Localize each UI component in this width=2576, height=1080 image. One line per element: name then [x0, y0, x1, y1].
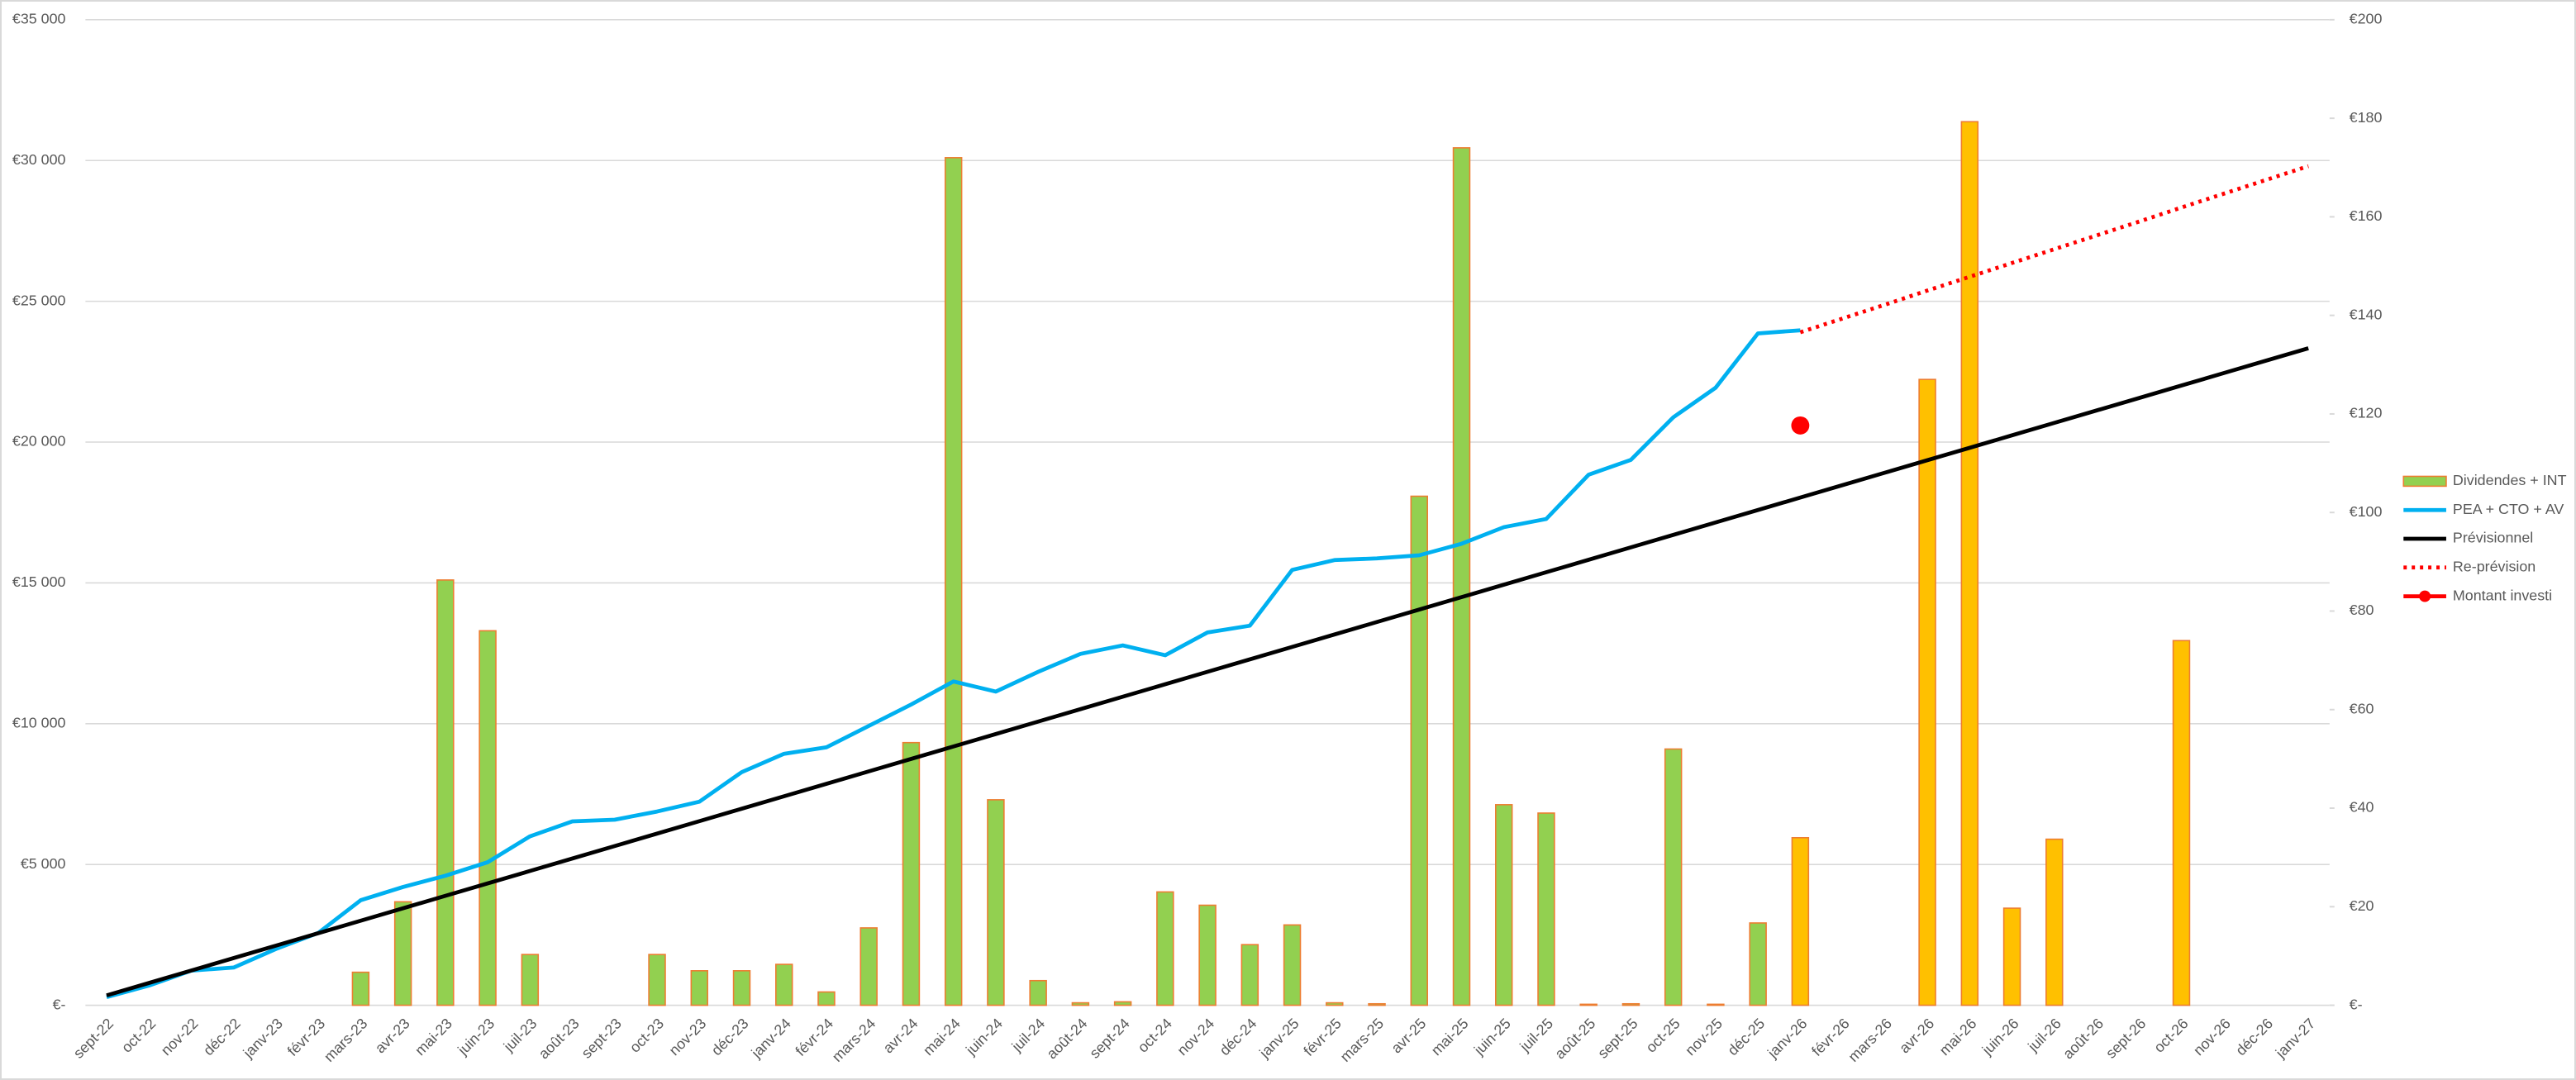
bar	[1579, 1003, 1598, 1006]
point	[1791, 416, 1810, 435]
bar	[1749, 922, 1767, 1006]
bar	[1537, 812, 1555, 1006]
y2-tick-label: €180	[2350, 109, 2383, 126]
y2-tick-label: €100	[2350, 503, 2383, 520]
bar	[859, 927, 878, 1006]
bar	[1621, 1002, 1640, 1006]
line	[106, 346, 2309, 997]
bar	[1071, 1001, 1090, 1006]
y-tick-label: €25 000	[12, 292, 66, 308]
y2-tick-label: €120	[2350, 405, 2383, 421]
bar	[1495, 804, 1513, 1006]
bar	[393, 901, 412, 1006]
legend-label: Dividendes + INT	[2453, 472, 2567, 488]
y2-tick-label: €40	[2350, 799, 2374, 816]
y-tick-label: €35 000	[12, 11, 66, 27]
bar	[521, 954, 540, 1006]
bar	[1707, 1003, 1725, 1006]
y-tick-label: €20 000	[12, 433, 66, 450]
bar	[775, 963, 793, 1006]
bar	[1113, 1001, 1132, 1006]
bar	[1198, 904, 1217, 1006]
bar	[2045, 838, 2064, 1006]
bar	[1283, 924, 1302, 1006]
bar	[1452, 147, 1471, 1006]
bar	[1029, 979, 1047, 1006]
bar	[436, 579, 455, 1006]
y2-tick-label: €80	[2350, 602, 2374, 618]
y-tick-label: €5 000	[21, 855, 66, 872]
bar	[351, 971, 370, 1006]
legend-marker	[2419, 590, 2431, 602]
bar	[1240, 944, 1259, 1006]
y-tick-label: €30 000	[12, 151, 66, 168]
bar	[1791, 836, 1810, 1006]
y2-tick-label: €140	[2350, 306, 2383, 322]
legend-label: Montant investi	[2453, 587, 2552, 603]
bar	[2002, 907, 2021, 1006]
bar	[1664, 748, 1683, 1006]
bar	[944, 157, 963, 1006]
y2-tick-label: €60	[2350, 700, 2374, 716]
bar	[817, 991, 836, 1006]
legend-label: Re-prévision	[2453, 559, 2536, 575]
y2-tick-label: €20	[2350, 897, 2374, 914]
bar	[1960, 121, 1979, 1006]
bar	[732, 970, 751, 1006]
legend-swatch	[2402, 475, 2447, 488]
bar	[2172, 640, 2191, 1006]
y2-tick-label: €200	[2350, 11, 2383, 27]
y-tick-label: €15 000	[12, 573, 66, 590]
bar	[1156, 891, 1174, 1006]
bar	[690, 970, 709, 1006]
bar	[479, 630, 497, 1006]
bar	[1326, 1001, 1344, 1006]
y-tick-label: €-	[53, 996, 66, 1012]
y-tick-label: €10 000	[12, 715, 66, 731]
bar	[902, 741, 921, 1006]
line	[1799, 164, 2309, 335]
y2-tick-label: €-	[2350, 996, 2363, 1012]
legend-label: PEA + CTO + AV	[2453, 501, 2564, 517]
y2-tick-label: €160	[2350, 207, 2383, 224]
bar	[1410, 495, 1429, 1006]
legend-label: Prévisionnel	[2453, 530, 2533, 546]
line	[106, 328, 1801, 999]
bar	[1918, 378, 1936, 1006]
bar	[648, 954, 666, 1006]
bar	[1368, 1002, 1386, 1006]
bar	[987, 799, 1005, 1006]
